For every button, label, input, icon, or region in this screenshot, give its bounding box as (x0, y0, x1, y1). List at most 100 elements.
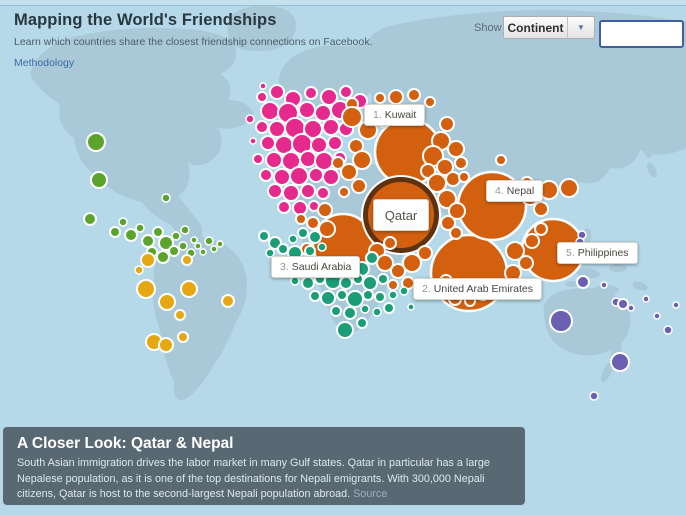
country-bubble-north-america[interactable] (156, 250, 170, 264)
methodology-link[interactable]: Methodology (14, 57, 75, 69)
country-bubble-asia-middle-east[interactable] (351, 178, 367, 194)
country-bubble-asia-middle-east[interactable] (454, 156, 468, 170)
country-bubble-asia-middle-east[interactable] (447, 140, 465, 158)
country-bubble-asia-middle-east[interactable] (295, 213, 307, 225)
country-callout-kuwait[interactable]: 1. Kuwait (364, 104, 426, 126)
country-callout-philippines[interactable]: 5. Philippines (557, 242, 638, 264)
country-bubble-asia-middle-east[interactable] (534, 222, 548, 236)
country-bubble-asia-middle-east[interactable] (317, 202, 333, 218)
country-bubble-north-america[interactable] (109, 226, 121, 238)
country-bubble-europe[interactable] (320, 88, 338, 106)
country-bubble-oceania[interactable] (589, 391, 599, 401)
country-bubble-asia-middle-east[interactable] (407, 88, 421, 102)
country-bubble-north-america[interactable] (178, 241, 188, 251)
country-bubble-asia-middle-east[interactable] (352, 150, 372, 170)
country-bubble-africa[interactable] (288, 234, 298, 244)
country-bubble-asia-middle-east[interactable] (383, 236, 397, 250)
country-bubble-asia-middle-east[interactable] (448, 202, 466, 220)
country-bubble-asia-middle-east[interactable] (436, 158, 454, 176)
country-bubble-asia-middle-east[interactable] (306, 216, 320, 230)
country-bubble-south-america[interactable] (181, 254, 193, 266)
country-bubble-africa[interactable] (308, 230, 322, 244)
country-bubble-asia-middle-east[interactable] (424, 96, 436, 108)
country-bubble-asia-middle-east[interactable] (445, 171, 461, 187)
country-bubble-europe[interactable] (252, 153, 264, 165)
country-bubble-africa[interactable] (277, 243, 289, 255)
view-mode-dropdown[interactable]: Continent ▼ (503, 16, 595, 39)
country-bubble-africa[interactable] (297, 227, 309, 239)
country-bubble-south-america[interactable] (174, 309, 186, 321)
country-bubble-africa[interactable] (360, 304, 370, 314)
country-bubble-asia-middle-east[interactable] (376, 254, 394, 272)
country-bubble-asia-middle-east[interactable] (420, 163, 436, 179)
country-bubble-africa[interactable] (372, 307, 382, 317)
country-bubble-africa[interactable] (362, 289, 374, 301)
country-bubble-africa[interactable] (309, 290, 321, 302)
country-bubble-south-america[interactable] (136, 279, 156, 299)
country-bubble-asia-middle-east[interactable] (505, 241, 525, 261)
country-bubble-europe[interactable] (282, 184, 300, 202)
chevron-down-icon[interactable]: ▼ (567, 17, 594, 38)
country-bubble-asia-middle-east[interactable] (524, 233, 540, 249)
country-bubble-north-america[interactable] (180, 225, 190, 235)
country-bubble-oceania[interactable] (610, 352, 630, 372)
country-bubble-africa[interactable] (330, 305, 342, 317)
country-bubble-europe[interactable] (316, 186, 330, 200)
country-bubble-europe[interactable] (303, 119, 323, 139)
country-bubble-north-america[interactable] (194, 242, 202, 250)
country-bubble-asia-middle-east[interactable] (437, 189, 457, 209)
country-bubble-europe[interactable] (299, 150, 317, 168)
country-bubble-africa[interactable] (399, 286, 409, 296)
country-bubble-north-america[interactable] (83, 212, 97, 226)
country-bubble-north-america[interactable] (86, 132, 106, 152)
country-callout-saudi-arabia[interactable]: 3. Saudi Arabia (271, 256, 361, 278)
country-bubble-africa[interactable] (356, 317, 368, 329)
country-bubble-asia-middle-east[interactable] (533, 201, 549, 217)
country-bubble-europe[interactable] (304, 86, 318, 100)
country-bubble-africa[interactable] (320, 290, 336, 306)
country-bubble-europe[interactable] (268, 120, 286, 138)
country-bubble-asia-middle-east[interactable] (318, 220, 336, 238)
country-bubble-europe[interactable] (300, 183, 316, 199)
country-bubble-africa[interactable] (336, 321, 354, 339)
country-bubble-asia-middle-east[interactable] (402, 253, 422, 273)
country-bubble-asia-middle-east[interactable] (417, 245, 433, 261)
country-bubble-asia-middle-east[interactable] (331, 156, 345, 170)
country-bubble-africa[interactable] (290, 276, 300, 286)
country-bubble-europe[interactable] (249, 137, 257, 145)
country-bubble-north-america[interactable] (118, 217, 128, 227)
country-bubble-africa[interactable] (365, 251, 379, 265)
country-bubble-oceania[interactable] (642, 295, 650, 303)
country-bubble-asia-middle-east[interactable] (341, 106, 363, 128)
country-bubble-europe[interactable] (277, 200, 291, 214)
country-bubble-africa[interactable] (407, 303, 415, 311)
country-bubble-asia-middle-east[interactable] (440, 215, 456, 231)
country-bubble-south-america[interactable] (180, 280, 198, 298)
country-bubble-north-america[interactable] (171, 231, 181, 241)
country-bubble-oceania[interactable] (672, 301, 680, 309)
country-bubble-europe[interactable] (308, 167, 324, 183)
country-bubble-south-america[interactable] (221, 294, 235, 308)
country-bubble-europe[interactable] (292, 200, 308, 216)
country-bubble-africa[interactable] (343, 306, 357, 320)
country-bubble-asia-middle-east[interactable] (390, 263, 406, 279)
country-bubble-oceania[interactable] (663, 325, 673, 335)
country-bubble-north-america[interactable] (90, 171, 108, 189)
country-bubble-north-america[interactable] (204, 236, 214, 246)
country-bubble-europe[interactable] (269, 84, 285, 100)
country-bubble-north-america[interactable] (158, 235, 174, 251)
country-bubble-europe[interactable] (255, 120, 269, 134)
selected-country-label[interactable]: Qatar (373, 199, 429, 231)
country-bubble-north-america[interactable] (141, 234, 155, 248)
country-bubble-africa[interactable] (336, 289, 348, 301)
country-bubble-asia-middle-east[interactable] (495, 154, 507, 166)
country-bubble-europe[interactable] (265, 151, 283, 169)
country-bubble-africa[interactable] (388, 290, 398, 300)
country-bubble-north-america[interactable] (199, 248, 207, 256)
country-bubble-europe[interactable] (327, 135, 343, 151)
country-search-input[interactable] (599, 20, 684, 48)
country-bubble-asia-middle-east[interactable] (518, 255, 534, 271)
country-bubble-south-america[interactable] (140, 252, 156, 268)
country-bubble-europe[interactable] (260, 101, 280, 121)
country-bubble-north-america[interactable] (161, 193, 171, 203)
